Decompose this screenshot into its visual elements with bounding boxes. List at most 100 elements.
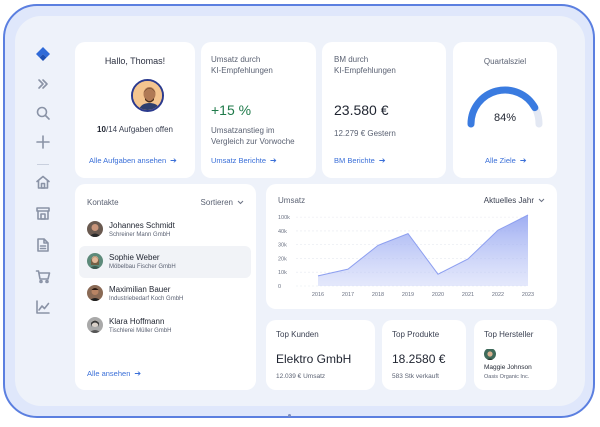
sort-dropdown[interactable]: Sortieren — [201, 198, 244, 207]
cart-icon[interactable] — [33, 266, 53, 286]
contact-company: Schreiner Mann GmbH — [109, 232, 171, 238]
sort-label: Sortieren — [200, 198, 233, 207]
period-label: Aktuelles Jahr — [483, 196, 534, 205]
tasks-summary: 10/14 Aufgaben offen — [75, 125, 195, 134]
contact-name: Maximilian Bauer — [109, 285, 171, 294]
all-tasks-link[interactable]: Alle Aufgaben ansehen ➔ — [89, 156, 177, 165]
top-products-sub: 583 Stk verkauft — [392, 373, 439, 380]
chevron-down-icon — [237, 200, 244, 205]
logo-icon[interactable] — [33, 44, 53, 64]
sales-ai-label-line2: KI-Empfehlungen — [211, 66, 273, 75]
quarter-goal-card: Quartalsziel 84% Alle Ziele ➔ — [453, 42, 557, 178]
sales-ai-desc-line2: Vergleich zur Vorwoche — [211, 137, 295, 146]
document-icon[interactable] — [33, 235, 53, 255]
manufacturer-company: Oasis Organic Inc. — [484, 374, 530, 380]
all-goals-link[interactable]: Alle Ziele ➔ — [485, 156, 527, 165]
greeting-title: Hallo, Thomas! — [104, 56, 166, 66]
all-tasks-link-label: Alle Aufgaben ansehen — [89, 156, 167, 165]
contact-row-0[interactable]: Johannes Schmidt Schreiner Mann GmbH — [79, 214, 251, 246]
greeting-card: Hallo, Thomas! 10/14 Aufgaben offen Alle… — [75, 42, 195, 178]
contact-name: Sophie Weber — [109, 253, 160, 262]
bm-ai-label-line1: BM durch — [334, 55, 369, 64]
period-dropdown[interactable]: Aktuelles Jahr — [484, 196, 545, 205]
bm-reports-link-label: BM Berichte — [334, 156, 375, 165]
contact-company: Möbelbau Fischer GmbH — [109, 264, 176, 270]
tasks-text: /14 Aufgaben offen — [105, 125, 173, 134]
quarter-goal-percent: 84% — [493, 112, 517, 124]
app-screen: Hallo, Thomas! 10/14 Aufgaben offen Alle… — [15, 16, 585, 406]
y-tick-label: 10k — [278, 270, 287, 276]
top-manufacturer-card: Top Hersteller Maggie Johnson Oasis Orga… — [474, 320, 557, 390]
sales-ai-label: Umsatz durch KI-Empfehlungen — [211, 54, 273, 76]
gauge-fill — [467, 86, 539, 128]
all-contacts-link-label: Alle ansehen — [87, 369, 131, 378]
contact-row-1[interactable]: Sophie Weber Möbelbau Fischer GmbH — [79, 246, 251, 278]
sales-ai-card: Umsatz durch KI-Empfehlungen +15 % Umsat… — [201, 42, 316, 178]
bm-reports-link[interactable]: BM Berichte ➔ — [334, 156, 386, 165]
x-tick-label: 2016 — [312, 292, 324, 298]
contact-name: Klara Hoffmann — [109, 317, 165, 326]
user-avatar[interactable] — [131, 79, 164, 112]
all-goals-link-label: Alle Ziele — [485, 156, 516, 165]
sales-reports-link[interactable]: Umsatz Berichte ➔ — [211, 156, 277, 165]
bm-ai-value: 23.580 € — [334, 102, 389, 118]
expand-icon[interactable] — [33, 74, 53, 94]
sales-ai-desc: Umsatzanstieg im Vergleich zur Vorwoche — [211, 125, 295, 147]
contact-avatar — [87, 253, 103, 269]
revenue-title: Umsatz — [278, 196, 306, 205]
x-tick-label: 2017 — [342, 292, 354, 298]
y-tick-label: 40k — [278, 229, 287, 235]
x-tick-label: 2018 — [372, 292, 384, 298]
all-contacts-link[interactable]: Alle ansehen ➔ — [87, 369, 141, 378]
bm-ai-desc: 12.279 € Gestern — [334, 129, 396, 138]
arrow-right-icon: ➔ — [519, 156, 527, 165]
quarter-gauge — [467, 86, 543, 128]
sales-ai-value: +15 % — [211, 102, 252, 118]
contact-row-3[interactable]: Klara Hoffmann Tischlerei Müller GmbH — [79, 310, 251, 342]
top-customers-sub: 12.039 € Umsatz — [276, 373, 326, 380]
bm-ai-card: BM durch KI-Empfehlungen 23.580 € 12.279… — [322, 42, 446, 178]
top-customers-value: Elektro GmbH — [276, 352, 352, 366]
chart-icon[interactable] — [33, 297, 53, 317]
contact-row-2[interactable]: Maximilian Bauer Industriebedarf Koch Gm… — [79, 278, 251, 310]
revenue-chart: 0 10k 20k 30k 40k 100k 2016 2017 2018 2019 2020 20… — [278, 214, 534, 298]
top-products-label: Top Produkte — [392, 330, 440, 339]
manufacturer-avatar — [484, 348, 496, 360]
bm-ai-label: BM durch KI-Empfehlungen — [334, 54, 396, 76]
contact-avatar — [87, 221, 103, 237]
x-tick-label: 2022 — [492, 292, 504, 298]
top-products-value: 18.2580 € — [392, 352, 446, 366]
x-tick-label: 2021 — [462, 292, 474, 298]
sales-reports-link-label: Umsatz Berichte — [211, 156, 267, 165]
revenue-area — [318, 215, 528, 286]
device-indicator — [288, 414, 291, 417]
tasks-done-count: 10 — [97, 125, 106, 134]
store-icon[interactable] — [33, 203, 53, 223]
device-frame: Hallo, Thomas! 10/14 Aufgaben offen Alle… — [3, 4, 595, 418]
y-tick-label: 0 — [278, 284, 281, 290]
bm-ai-label-line2: KI-Empfehlungen — [334, 66, 396, 75]
contacts-title: Kontakte — [87, 198, 119, 207]
home-icon[interactable] — [33, 172, 53, 192]
y-tick-label: 100k — [278, 215, 290, 221]
contact-company: Tischlerei Müller GmbH — [109, 328, 172, 334]
top-products-card: Top Produkte 18.2580 € 583 Stk verkauft — [382, 320, 466, 390]
contacts-card: Kontakte Sortieren Johannes Schmidt Schr… — [75, 184, 256, 390]
top-manufacturer-label: Top Hersteller — [484, 330, 534, 339]
x-tick-label: 2023 — [522, 292, 534, 298]
y-tick-label: 20k — [278, 256, 287, 262]
sales-ai-label-line1: Umsatz durch — [211, 55, 261, 64]
contact-company: Industriebedarf Koch GmbH — [109, 296, 184, 302]
contact-avatar — [87, 285, 103, 301]
search-icon[interactable] — [33, 103, 53, 123]
y-tick-label: 30k — [278, 243, 287, 249]
x-tick-label: 2020 — [432, 292, 444, 298]
revenue-line — [317, 214, 529, 277]
arrow-right-icon: ➔ — [134, 369, 142, 378]
revenue-chart-card: Umsatz Aktuelles Jahr 0 10k 20k 30k 40k 100k … — [266, 184, 557, 309]
add-icon[interactable] — [33, 132, 53, 152]
arrow-right-icon: ➔ — [378, 156, 386, 165]
sidebar — [15, 16, 71, 406]
chevron-down-icon — [538, 198, 545, 203]
x-tick-label: 2019 — [402, 292, 414, 298]
